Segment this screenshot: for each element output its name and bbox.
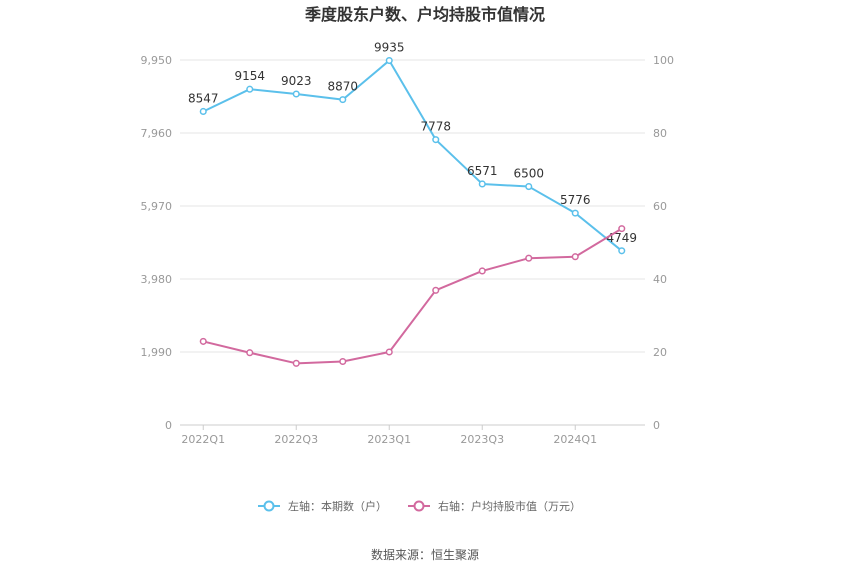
- data-point: [292, 90, 300, 98]
- left-y-tick-label: 0: [165, 419, 172, 432]
- data-label: 4749: [606, 231, 637, 245]
- data-point: [246, 85, 254, 93]
- left-y-tick-label: 7,960: [141, 127, 173, 140]
- data-label: 9023: [281, 74, 312, 88]
- data-point: [618, 247, 626, 255]
- legend[interactable]: 左轴：本期数（户） 右轴：户均持股市值（万元）: [258, 499, 581, 513]
- series-line-2: [203, 227, 623, 365]
- x-tick-label: 2022Q1: [181, 433, 225, 446]
- left-y-tick-label: 5,970: [141, 200, 173, 213]
- legend-swatch-marker: [413, 500, 425, 512]
- data-point: [385, 348, 393, 356]
- data-point: [618, 225, 626, 233]
- data-label: 9154: [234, 69, 265, 83]
- legend-label: 左轴：本期数（户）: [288, 499, 387, 513]
- data-point: [292, 359, 300, 367]
- data-label: 6500: [513, 167, 544, 181]
- data-label: 6571: [467, 164, 498, 178]
- data-point: [199, 107, 207, 116]
- right-y-tick-label: 60: [653, 200, 667, 213]
- data-point: [246, 349, 254, 357]
- x-tick-label: 2023Q1: [367, 433, 411, 446]
- data-point: [525, 254, 533, 262]
- left-y-axis: 0 1,990 3,980 5,970 7,960 9,950: [141, 54, 173, 432]
- data-point: [339, 357, 347, 366]
- x-axis: 2022Q1 2022Q3 2023Q1 2023Q3 2024Q1: [181, 425, 597, 446]
- left-y-tick-label: 9,950: [141, 54, 173, 67]
- left-y-tick-label: 3,980: [141, 273, 173, 286]
- right-y-tick-label: 0: [653, 419, 660, 432]
- chart-title: 季度股东户数、户均持股市值情况: [304, 5, 545, 24]
- x-tick-label: 2022Q3: [274, 433, 318, 446]
- data-point: [571, 209, 579, 217]
- right-y-tick-label: 80: [653, 127, 667, 140]
- data-point: [478, 267, 486, 275]
- right-y-tick-label: 100: [653, 54, 674, 67]
- data-point: [432, 136, 440, 144]
- data-point: [571, 253, 579, 261]
- data-label: 9935: [374, 41, 405, 55]
- x-tick-label: 2024Q1: [553, 433, 597, 446]
- data-point: [478, 180, 486, 188]
- data-point: [385, 57, 393, 65]
- data-point: [339, 96, 347, 104]
- series-layer: 8547 9154 9023 8870 9935 7778 6571 6500 5776 4749: [188, 41, 637, 367]
- legend-swatch-marker: [263, 500, 275, 512]
- data-point: [432, 286, 440, 294]
- grid: [180, 59, 645, 426]
- source-note: 数据来源：恒生聚源: [371, 547, 479, 562]
- legend-label: 右轴：户均持股市值（万元）: [438, 499, 581, 513]
- data-label: 8870: [327, 80, 358, 94]
- data-label: 7778: [420, 120, 451, 134]
- data-label: 8547: [188, 91, 219, 105]
- right-y-tick-label: 20: [653, 346, 667, 359]
- left-y-tick-label: 1,990: [141, 346, 173, 359]
- x-tick-label: 2023Q3: [460, 433, 504, 446]
- data-point: [199, 337, 207, 345]
- series-line-1: [202, 59, 623, 252]
- data-label: 5776: [560, 193, 591, 207]
- right-y-axis: 0 20 40 60 80 100: [653, 54, 674, 432]
- right-y-tick-label: 40: [653, 273, 667, 286]
- data-point: [525, 183, 533, 191]
